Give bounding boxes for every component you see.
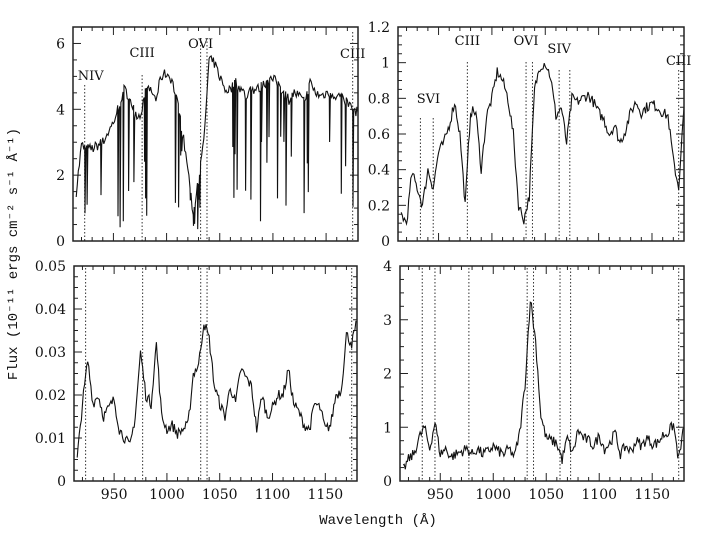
x-tick-label: 1050 [202, 487, 238, 503]
x-tick-label: 1150 [308, 487, 344, 503]
x-axis-title: Wavelength (Å) [319, 512, 437, 529]
y-tick-label: 0.04 [35, 302, 66, 318]
y-tick-label: 0.01 [35, 431, 66, 447]
y-tick-label: 2 [383, 367, 392, 383]
x-tick-label: 950 [101, 487, 128, 503]
y-tick-label: 0.03 [35, 345, 66, 361]
spectrum-line-bottom-right [402, 301, 685, 470]
x-tick-label: 1000 [149, 487, 185, 503]
y-tick-label: 3 [383, 313, 392, 329]
y-axis-title: Flux (10⁻¹¹ ergs cm⁻² s⁻¹ Å⁻¹) [5, 128, 22, 380]
panel-top-right: 0 0.2 0.4 0.6 0.8 1 1.2 SVI CIII OVI SIV CIII [368, 20, 692, 250]
x-tick-label: 1150 [634, 487, 670, 503]
y-tick-label: 0 [57, 474, 66, 490]
y-tick-label: 0 [381, 234, 390, 250]
y-tick-label: 4 [383, 259, 392, 275]
line-label: CIII [455, 34, 480, 49]
panel-bottom-left: 950 1000 1050 1100 1150 0 0.01 0.02 0.03 0.04 0.05 [35, 259, 358, 503]
line-label: OVI [514, 34, 539, 49]
spectrum-line-top-left [75, 55, 359, 230]
line-label: OVI [188, 37, 213, 52]
y-tick-label: 0.6 [368, 127, 390, 143]
y-tick-label: 0.4 [368, 163, 390, 179]
panel-bottom-right: 950 1000 1050 1100 1150 0 1 2 3 4 [383, 259, 685, 503]
x-tick-label: 1000 [475, 487, 511, 503]
y-tick-label: 1 [383, 420, 392, 436]
panel-top-left: 0 2 4 6 NIV CIII OVI CIII [56, 26, 365, 250]
line-label: NIV [78, 69, 105, 84]
y-tick-label: 0.2 [368, 198, 390, 214]
plot-frame [72, 26, 359, 242]
y-tick-label: 0 [383, 474, 392, 490]
plot-frame [397, 26, 685, 242]
y-tick-label: 0.05 [35, 259, 66, 275]
line-label: CIII [129, 46, 154, 61]
line-label: SVI [417, 92, 440, 107]
y-tick-label: 0 [56, 234, 65, 250]
x-tick-label: 1050 [528, 487, 564, 503]
line-label: SIV [547, 42, 571, 57]
spectrum-line-bottom-left [76, 320, 358, 458]
plot-frame [73, 265, 358, 482]
y-tick-label: 4 [56, 102, 65, 118]
x-tick-label: 1100 [581, 487, 617, 503]
spectrum-line-top-right [400, 63, 685, 226]
y-tick-label: 0.02 [35, 388, 66, 404]
y-tick-label: 0.8 [368, 91, 390, 107]
line-label: CIII [666, 54, 691, 69]
y-tick-label: 1.2 [368, 20, 390, 36]
y-tick-label: 6 [56, 36, 65, 52]
y-tick-label: 1 [381, 56, 390, 72]
x-tick-label: 1100 [255, 487, 291, 503]
plot-frame [399, 265, 685, 482]
line-label: CIII [340, 47, 365, 62]
y-tick-label: 2 [56, 168, 65, 184]
x-tick-label: 950 [427, 487, 454, 503]
